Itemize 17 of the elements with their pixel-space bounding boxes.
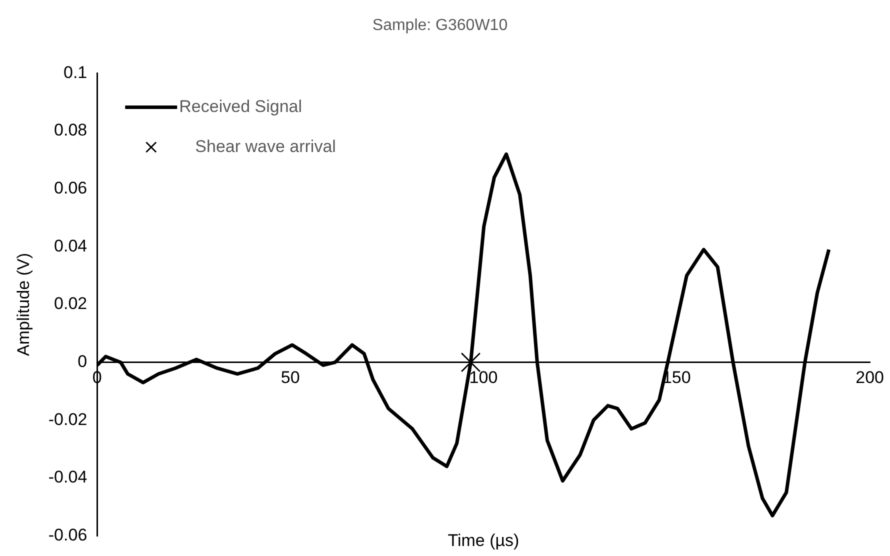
y-tick-label: 0.1 <box>64 62 88 82</box>
y-tick-label: 0.08 <box>54 120 88 140</box>
x-tick-label: 200 <box>856 368 884 388</box>
x-tick-label: 100 <box>469 368 498 388</box>
legend-label: Shear wave arrival <box>195 136 336 156</box>
chart-title: Sample: G360W10 <box>372 17 508 34</box>
y-axis-title: Amplitude (V) <box>14 253 33 356</box>
y-tick-label: 0.04 <box>54 236 88 256</box>
y-tick-label: -0.06 <box>48 525 88 544</box>
y-tick-label: 0.06 <box>54 178 88 198</box>
x-axis-title: Time (µs) <box>448 531 520 550</box>
y-tick-label: 0.02 <box>54 294 88 314</box>
y-tick-label: -0.04 <box>48 468 88 487</box>
y-tick-label: -0.02 <box>48 410 88 429</box>
legend-label: Received Signal <box>179 96 302 116</box>
y-tick-label: 0 <box>78 352 88 372</box>
x-tick-label: 50 <box>280 368 300 388</box>
